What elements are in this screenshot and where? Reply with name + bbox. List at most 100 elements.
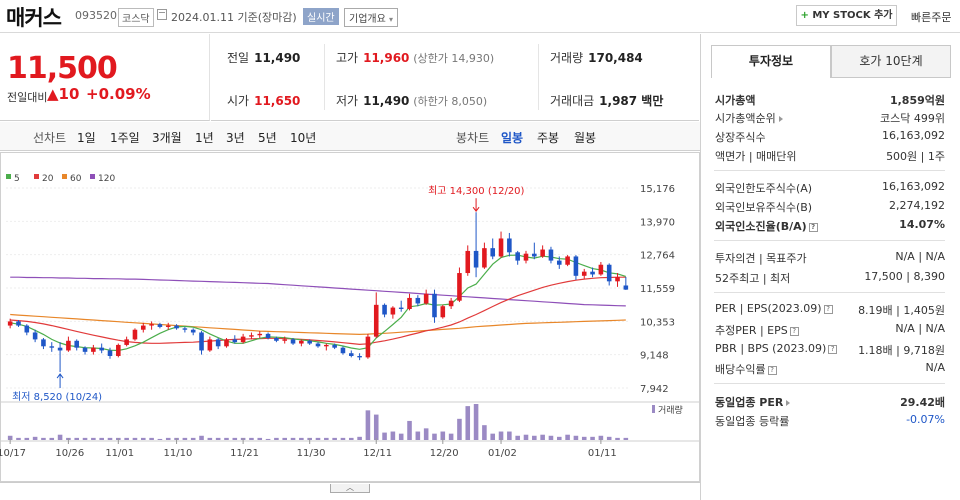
candle-body [498, 238, 504, 257]
candle-body [556, 260, 562, 265]
tab-5y[interactable]: 5년 [258, 131, 277, 145]
market-badge: 코스닥 [118, 8, 154, 27]
help-icon[interactable]: ? [823, 304, 833, 314]
candle-body [407, 297, 412, 309]
week52-row: 52주최고 | 최저 17,500 | 8,390 [715, 270, 945, 285]
legend-label: 5 [14, 174, 20, 184]
y-tick-label: 7,942 [640, 384, 669, 395]
tab-3y[interactable]: 3년 [226, 131, 245, 145]
stock-header: 매커스 093520 코스닥 2024.01.11 기준(장마감) 실시간 기업… [0, 0, 960, 33]
volume-bar [41, 437, 46, 440]
help-icon[interactable]: ? [808, 222, 818, 232]
volume-bar [190, 437, 196, 440]
scroll-handle[interactable]: ︿ [330, 484, 370, 493]
volume-bar [581, 436, 587, 440]
tab-1d[interactable]: 1일 [77, 131, 96, 145]
candle-body [315, 343, 321, 347]
divider [324, 44, 325, 110]
candle-body [66, 340, 71, 351]
tab-10y[interactable]: 10년 [290, 131, 317, 145]
candle-body [207, 339, 213, 351]
add-mystock-button[interactable]: + MY STOCK 추가 [796, 5, 897, 26]
tab-hoga-10[interactable]: 호가 10단계 [831, 45, 951, 78]
volume-bar [7, 435, 13, 440]
volume-bar [348, 437, 354, 440]
chart-scrollbar[interactable]: ︿ [0, 482, 700, 500]
candle-body [490, 248, 496, 257]
low-price: 저가 11,490 (하한가 8,050) [336, 94, 488, 108]
volume-bar [199, 435, 204, 440]
y-tick-label: 9,148 [640, 351, 669, 362]
candle-body [32, 332, 38, 340]
volume-bar [91, 437, 96, 440]
legend-label: 20 [42, 174, 54, 184]
tab-daily[interactable]: 일봉 [501, 131, 524, 145]
candle-body [140, 325, 146, 330]
high-annotation: 최고 14,300 (12/20) [428, 185, 524, 197]
divider [714, 292, 945, 293]
candle-body [515, 252, 520, 261]
volume-bar [606, 436, 612, 440]
volume-bar [315, 437, 321, 440]
candle-body [240, 336, 246, 343]
help-icon[interactable]: ? [789, 326, 799, 336]
low-marker-arrow [56, 373, 64, 379]
corp-info-dropdown[interactable]: 기업개요 ▾ [344, 8, 399, 27]
tab-weekly[interactable]: 주봉 [537, 131, 560, 145]
help-icon[interactable]: ? [767, 365, 777, 375]
high-marker-arrow [472, 206, 480, 213]
candle-body [348, 353, 354, 356]
candle-body [24, 325, 30, 333]
volume-bar [415, 431, 421, 440]
volume-bar [515, 435, 520, 440]
tab-1y[interactable]: 1년 [195, 131, 214, 145]
volume-bar [440, 431, 446, 440]
tab-3m[interactable]: 3개월 [152, 131, 182, 145]
candle-body [440, 306, 446, 318]
legend-swatch [62, 174, 67, 179]
volume-bar [290, 437, 296, 440]
volume-bar [473, 404, 479, 440]
current-price: 11,500 [7, 51, 118, 86]
price-chart[interactable]: 15,176 13,970 12,764 11,559 10,353 9,148 7,942… [0, 152, 700, 482]
realtime-button[interactable]: 실시간 [303, 8, 339, 25]
ma20-line [10, 276, 626, 346]
candle-body [149, 324, 154, 326]
open-price: 시가 11,650 [227, 94, 301, 108]
help-icon[interactable]: ? [828, 344, 838, 354]
tab-1w[interactable]: 1주일 [110, 131, 140, 145]
candle-body [16, 321, 21, 326]
quick-order-link[interactable]: 빠른주문 [911, 11, 952, 24]
volume-bar [99, 437, 104, 440]
tab-invest-info[interactable]: 투자정보 [711, 45, 831, 78]
candle-body [257, 333, 263, 336]
candle-body [41, 339, 46, 347]
industry-rate-row: 동일업종 등락률 -0.07% [715, 413, 945, 428]
candle-body [482, 248, 487, 268]
volume-bar [257, 437, 263, 440]
volume-bar [107, 437, 113, 440]
legend-swatch [6, 174, 11, 179]
chart-frame [0, 152, 700, 482]
volume-bar [548, 435, 554, 440]
candle-body [124, 339, 129, 345]
volume-bar [423, 428, 429, 440]
candle-body [390, 307, 396, 315]
candle-body [415, 297, 421, 304]
foreign-hold-row: 외국인보유주식수(B) 2,274,192 [715, 199, 945, 214]
divider [538, 44, 539, 110]
candle-body [215, 339, 221, 347]
volume-bar [357, 436, 362, 440]
foreign-ratio-row: 외국인소진율(B/A)? 14.07% [715, 218, 945, 233]
tab-monthly[interactable]: 월봉 [574, 131, 597, 145]
volume-bar [398, 433, 404, 440]
volume-bar [615, 437, 620, 440]
divider [714, 383, 945, 384]
change-amount: ▲10 [47, 85, 80, 103]
volume-bar [407, 420, 412, 440]
volume-bar [274, 437, 279, 440]
candle-body [548, 249, 554, 261]
candle-body [99, 347, 104, 351]
candle-body [598, 264, 604, 275]
chevron-down-icon: ▾ [389, 15, 394, 24]
